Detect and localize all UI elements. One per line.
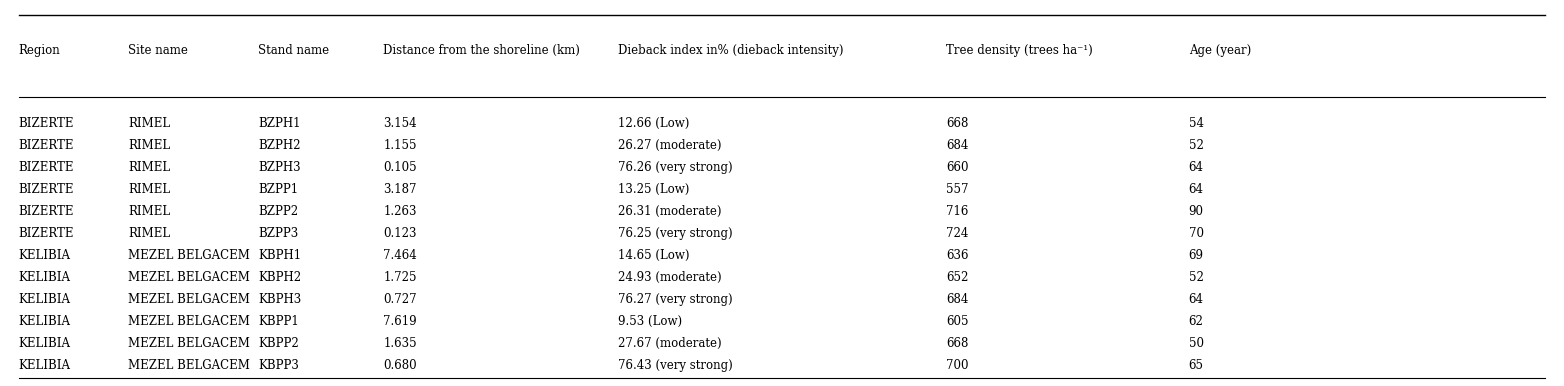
Text: Age (year): Age (year): [1189, 44, 1251, 57]
Text: 1.155: 1.155: [383, 139, 416, 152]
Text: 76.25 (very strong): 76.25 (very strong): [618, 227, 732, 240]
Text: 12.66 (Low): 12.66 (Low): [618, 117, 690, 130]
Text: 668: 668: [946, 337, 968, 350]
Text: 1.635: 1.635: [383, 337, 416, 350]
Text: 76.27 (very strong): 76.27 (very strong): [618, 293, 732, 306]
Text: 64: 64: [1189, 293, 1204, 306]
Text: 70: 70: [1189, 227, 1204, 240]
Text: 27.67 (moderate): 27.67 (moderate): [618, 337, 721, 350]
Text: RIMEL: RIMEL: [128, 161, 170, 174]
Text: KBPP2: KBPP2: [258, 337, 299, 350]
Text: 76.43 (very strong): 76.43 (very strong): [618, 359, 732, 372]
Text: 660: 660: [946, 161, 968, 174]
Text: 1.263: 1.263: [383, 205, 416, 218]
Text: BZPH2: BZPH2: [258, 139, 300, 152]
Text: RIMEL: RIMEL: [128, 205, 170, 218]
Text: BIZERTE: BIZERTE: [19, 117, 74, 130]
Text: 1.725: 1.725: [383, 271, 416, 284]
Text: 13.25 (Low): 13.25 (Low): [618, 183, 690, 196]
Text: 64: 64: [1189, 161, 1204, 174]
Text: 62: 62: [1189, 315, 1204, 328]
Text: 3.187: 3.187: [383, 183, 416, 196]
Text: 0.123: 0.123: [383, 227, 416, 240]
Text: MEZEL BELGACEM: MEZEL BELGACEM: [128, 337, 250, 350]
Text: 716: 716: [946, 205, 968, 218]
Text: KBPP3: KBPP3: [258, 359, 299, 372]
Text: RIMEL: RIMEL: [128, 183, 170, 196]
Text: RIMEL: RIMEL: [128, 117, 170, 130]
Text: MEZEL BELGACEM: MEZEL BELGACEM: [128, 359, 250, 372]
Text: KELIBIA: KELIBIA: [19, 249, 70, 262]
Text: KBPH1: KBPH1: [258, 249, 302, 262]
Text: 76.26 (very strong): 76.26 (very strong): [618, 161, 732, 174]
Text: 724: 724: [946, 227, 968, 240]
Text: Distance from the shoreline (km): Distance from the shoreline (km): [383, 44, 580, 57]
Text: 54: 54: [1189, 117, 1204, 130]
Text: 26.31 (moderate): 26.31 (moderate): [618, 205, 721, 218]
Text: 0.680: 0.680: [383, 359, 416, 372]
Text: 90: 90: [1189, 205, 1204, 218]
Text: Dieback index in% (dieback intensity): Dieback index in% (dieback intensity): [618, 44, 843, 57]
Text: 14.65 (Low): 14.65 (Low): [618, 249, 690, 262]
Text: 557: 557: [946, 183, 968, 196]
Text: BZPH1: BZPH1: [258, 117, 300, 130]
Text: 668: 668: [946, 117, 968, 130]
Text: BIZERTE: BIZERTE: [19, 139, 74, 152]
Text: MEZEL BELGACEM: MEZEL BELGACEM: [128, 293, 250, 306]
Text: KELIBIA: KELIBIA: [19, 315, 70, 328]
Text: BIZERTE: BIZERTE: [19, 161, 74, 174]
Text: Site name: Site name: [128, 44, 188, 57]
Text: BIZERTE: BIZERTE: [19, 227, 74, 240]
Text: KELIBIA: KELIBIA: [19, 271, 70, 284]
Text: BZPH3: BZPH3: [258, 161, 300, 174]
Text: 65: 65: [1189, 359, 1204, 372]
Text: KBPH2: KBPH2: [258, 271, 302, 284]
Text: 24.93 (moderate): 24.93 (moderate): [618, 271, 721, 284]
Text: 52: 52: [1189, 139, 1204, 152]
Text: 50: 50: [1189, 337, 1204, 350]
Text: 3.154: 3.154: [383, 117, 416, 130]
Text: Stand name: Stand name: [258, 44, 328, 57]
Text: 652: 652: [946, 271, 968, 284]
Text: 7.619: 7.619: [383, 315, 416, 328]
Text: BZPP2: BZPP2: [258, 205, 299, 218]
Text: 684: 684: [946, 293, 968, 306]
Text: 0.105: 0.105: [383, 161, 416, 174]
Text: 69: 69: [1189, 249, 1204, 262]
Text: 700: 700: [946, 359, 968, 372]
Text: 0.727: 0.727: [383, 293, 416, 306]
Text: BIZERTE: BIZERTE: [19, 183, 74, 196]
Text: MEZEL BELGACEM: MEZEL BELGACEM: [128, 249, 250, 262]
Text: KELIBIA: KELIBIA: [19, 293, 70, 306]
Text: 52: 52: [1189, 271, 1204, 284]
Text: 684: 684: [946, 139, 968, 152]
Text: KBPH3: KBPH3: [258, 293, 302, 306]
Text: 64: 64: [1189, 183, 1204, 196]
Text: KBPP1: KBPP1: [258, 315, 299, 328]
Text: BZPP3: BZPP3: [258, 227, 299, 240]
Text: 26.27 (moderate): 26.27 (moderate): [618, 139, 721, 152]
Text: BIZERTE: BIZERTE: [19, 205, 74, 218]
Text: MEZEL BELGACEM: MEZEL BELGACEM: [128, 315, 250, 328]
Text: RIMEL: RIMEL: [128, 227, 170, 240]
Text: 636: 636: [946, 249, 968, 262]
Text: 7.464: 7.464: [383, 249, 418, 262]
Text: Tree density (trees ha⁻¹): Tree density (trees ha⁻¹): [946, 44, 1093, 57]
Text: KELIBIA: KELIBIA: [19, 337, 70, 350]
Text: KELIBIA: KELIBIA: [19, 359, 70, 372]
Text: RIMEL: RIMEL: [128, 139, 170, 152]
Text: Region: Region: [19, 44, 61, 57]
Text: BZPP1: BZPP1: [258, 183, 299, 196]
Text: 9.53 (Low): 9.53 (Low): [618, 315, 682, 328]
Text: 605: 605: [946, 315, 968, 328]
Text: MEZEL BELGACEM: MEZEL BELGACEM: [128, 271, 250, 284]
